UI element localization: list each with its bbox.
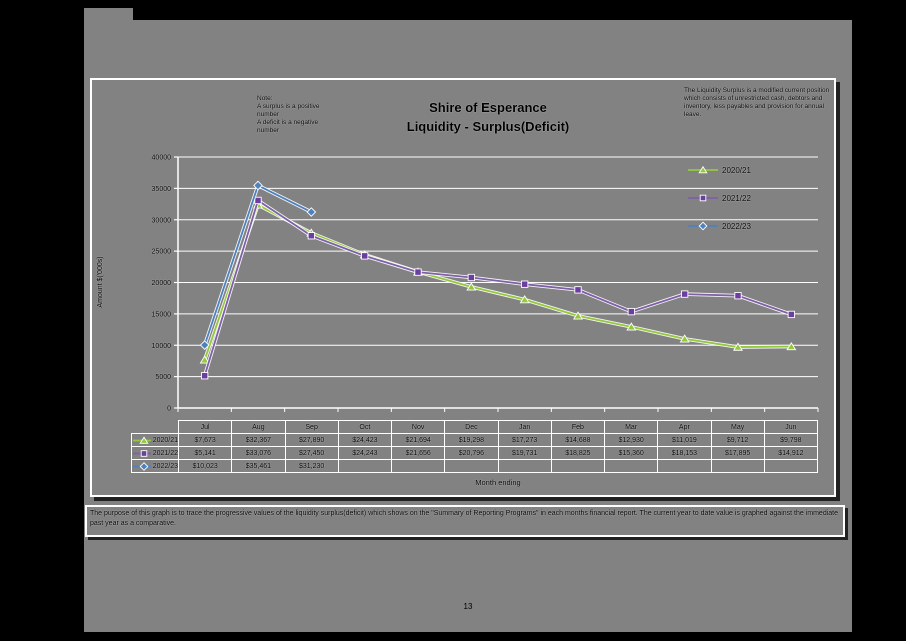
table-cell: $21,656 [390, 446, 446, 460]
table-cell [444, 459, 499, 473]
table-header-cell: Oct [337, 420, 393, 434]
series-2022-23 [199, 180, 317, 350]
table-cell: $15,360 [603, 446, 659, 460]
table-cell: $24,423 [337, 433, 393, 447]
chart-legend: 2020/21 2021/22 2022/23 [688, 165, 751, 249]
table-cell [337, 459, 393, 473]
svg-text:35000: 35000 [152, 186, 172, 193]
svg-text:25000: 25000 [152, 249, 172, 256]
table-cell [603, 459, 659, 473]
table-row: 2020/21 $7,673 $32,367 $27,890 $24,423 $21,69… [131, 433, 819, 447]
svg-text:0: 0 [167, 406, 171, 413]
table-cell [710, 459, 765, 473]
legend-key-icon [133, 435, 151, 444]
table-cell: $33,076 [231, 446, 286, 460]
svg-text:30000: 30000 [152, 217, 172, 224]
footer-note-text: The purpose of this graph is to trace th… [90, 510, 838, 527]
chart-title: Shire of Esperance Liquidity - Surplus(D… [308, 98, 668, 136]
series-name: 2021/22 [152, 449, 178, 457]
table-cell: $32,367 [231, 433, 286, 447]
table-header-cell: Apr [657, 420, 712, 434]
table-cell [763, 459, 819, 473]
table-cell: $18,825 [550, 446, 606, 460]
axes [177, 157, 819, 412]
table-cell: $31,230 [284, 459, 339, 473]
table-header-cell: Nov [390, 420, 446, 434]
table-header-cell: Jan [497, 420, 552, 434]
table-cell: $9,712 [710, 433, 765, 447]
table-cell [657, 459, 712, 473]
table-row: 2022/23 $10,023 $35,461 $31,230 [131, 459, 819, 473]
legend-label: 2020/21 [722, 165, 751, 175]
table-row-label: 2020/21 [131, 433, 179, 447]
table-cell [390, 459, 446, 473]
chart-plot: 0 5000 10000 15000 20000 25000 30000 35000 40000 [152, 155, 819, 413]
table-cell: $14,912 [763, 446, 819, 460]
series-name: 2022/23 [152, 462, 178, 470]
table-cell [550, 459, 606, 473]
table-header-cell: Jun [763, 420, 819, 434]
table-cell: $21,694 [390, 433, 446, 447]
svg-text:5000: 5000 [155, 374, 171, 381]
chart-title-line1: Shire of Esperance [429, 100, 547, 115]
y-axis-labels: 0 5000 10000 15000 20000 25000 30000 35000 40000 [152, 155, 172, 413]
legend-label: 2022/23 [722, 221, 751, 231]
table-header-cell: Feb [550, 420, 606, 434]
page-edge-artifact [133, 8, 852, 20]
chart-title-line2: Liquidity - Surplus(Deficit) [406, 119, 570, 134]
chart-container: Note: A surplus is a positive number A d… [90, 78, 836, 497]
table-cell: $20,796 [444, 446, 499, 460]
legend-item: 2021/22 [688, 193, 751, 203]
table-cell: $7,673 [177, 433, 233, 447]
svg-text:15000: 15000 [152, 311, 172, 318]
table-cell: $19,731 [497, 446, 552, 460]
table-header-cell: May [710, 420, 765, 434]
svg-text:20000: 20000 [152, 280, 172, 287]
table-cell: $12,930 [603, 433, 659, 447]
table-cell: $9,798 [763, 433, 819, 447]
page-number: 13 [463, 602, 473, 611]
chart-data-table: Jul Aug Sep Oct Nov Dec Jan Feb Mar Apr May Jun 2020… [131, 420, 819, 473]
legend-key-icon [688, 194, 718, 202]
legend-key-icon [688, 165, 718, 174]
table-cell: $19,298 [444, 433, 499, 447]
table-cell: $11,019 [657, 433, 712, 447]
table-cell: $5,141 [177, 446, 233, 460]
footer-note-box: The purpose of this graph is to trace th… [85, 505, 845, 537]
legend-key-icon [688, 221, 718, 231]
table-cell: $27,450 [284, 446, 339, 460]
table-cell: $14,688 [550, 433, 606, 447]
series-name: 2020/21 [152, 436, 178, 444]
legend-item: 2020/21 [688, 165, 751, 175]
svg-text:40000: 40000 [152, 155, 172, 162]
table-header-cell: Jul [177, 420, 233, 434]
table-cell: $18,153 [657, 446, 712, 460]
table-cell: $17,895 [710, 446, 765, 460]
chart-note-right: The Liquidity Surplus is a modified curr… [684, 87, 830, 118]
table-cell: $24,243 [337, 446, 393, 460]
report-page: Note: A surplus is a positive number A d… [84, 8, 852, 632]
table-header-cell: Aug [231, 420, 286, 434]
chart-note-left: Note: A surplus is a positive number A d… [257, 95, 320, 134]
table-cell: $17,273 [497, 433, 552, 447]
table-corner [132, 421, 179, 434]
legend-item: 2022/23 [688, 221, 751, 231]
table-header-cell: Mar [603, 420, 659, 434]
table-header-cell: Dec [444, 420, 499, 434]
svg-text:10000: 10000 [152, 343, 172, 350]
legend-label: 2021/22 [722, 193, 751, 203]
table-header-cell: Sep [284, 420, 339, 434]
table-cell: $35,461 [231, 459, 286, 473]
table-row: 2021/22 $5,141 $33,076 $27,450 $24,243 $21,65… [131, 446, 819, 460]
series-2021-22 [201, 196, 795, 380]
table-row-label: 2021/22 [131, 446, 179, 460]
table-cell: $27,890 [284, 433, 339, 447]
legend-key-icon [133, 449, 151, 457]
table-cell [497, 459, 552, 473]
legend-key-icon [133, 461, 151, 471]
table-cell: $10,023 [177, 459, 233, 473]
x-axis-title: Month ending [475, 478, 521, 487]
table-row-label: 2022/23 [131, 459, 179, 473]
